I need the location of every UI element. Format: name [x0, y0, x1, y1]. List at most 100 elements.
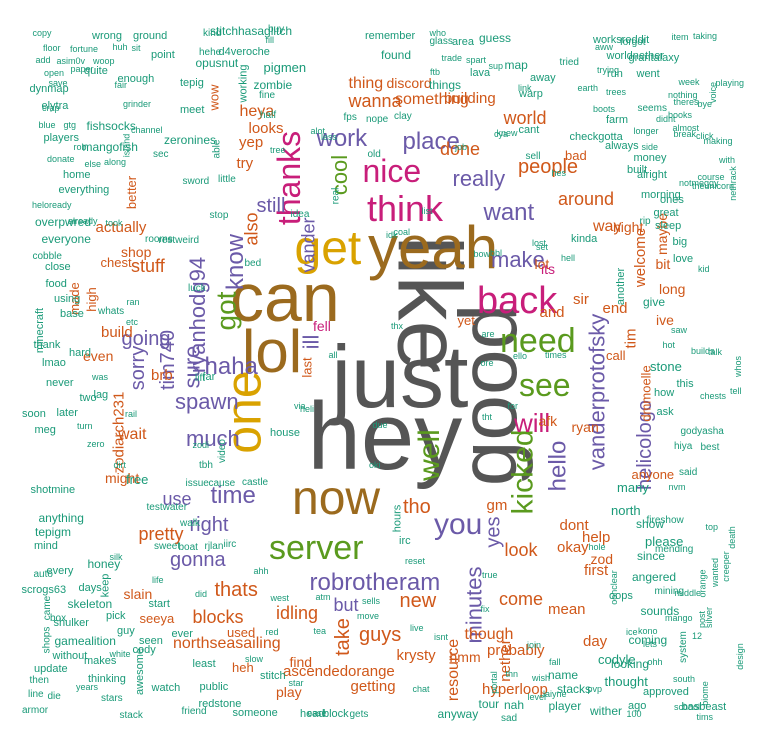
- word-yes: yes: [482, 516, 505, 548]
- word-actually: actually: [95, 218, 147, 236]
- word-way: way: [593, 218, 622, 235]
- word-find: find: [289, 654, 313, 670]
- word-take: take: [331, 618, 354, 656]
- word-line: line: [28, 689, 44, 700]
- word-kinda: kinda: [571, 232, 598, 245]
- word-last: last: [299, 356, 315, 378]
- word-school: school: [674, 701, 701, 712]
- word-how: how: [654, 386, 675, 399]
- word-approved: approved: [643, 685, 689, 698]
- word-heli: heli: [300, 403, 315, 414]
- word-big: big: [672, 235, 688, 248]
- word-isnt: isnt: [434, 631, 449, 642]
- word-boat: boat: [178, 542, 198, 553]
- word-ones: ones: [660, 193, 684, 206]
- word-theres: theres: [673, 96, 699, 107]
- word-then: then: [29, 675, 49, 686]
- word-cody: cody: [132, 643, 156, 656]
- word-forgot: forgot: [620, 37, 646, 48]
- word-save: save: [48, 77, 68, 88]
- word-sweet: sweet: [154, 541, 181, 552]
- word-brb: brb: [151, 366, 173, 384]
- word-shotmine: shotmine: [30, 483, 76, 496]
- word-floor: floor: [43, 42, 61, 53]
- word-tepig: tepig: [180, 76, 204, 89]
- word-northseasailing: northseasailing: [173, 635, 281, 652]
- word-well: well: [412, 429, 446, 481]
- word-hole: hole: [588, 541, 606, 552]
- word-gamealition: gamealition: [54, 634, 116, 648]
- word-looks: looks: [248, 119, 284, 137]
- word-talk: talk: [708, 346, 723, 357]
- word-long: long: [659, 281, 686, 297]
- word-thinking: thinking: [88, 672, 126, 685]
- word-tea: tea: [313, 625, 327, 636]
- word-old: old: [367, 149, 381, 160]
- word-wait: wait: [118, 426, 147, 443]
- word-public: public: [199, 680, 229, 693]
- word-anyway: anyway: [437, 707, 479, 721]
- word-cobble: cobble: [32, 251, 62, 262]
- word-dirt: dirt: [113, 459, 127, 470]
- word-alright: alright: [637, 168, 667, 181]
- word-get: get: [294, 222, 362, 275]
- word-side: side: [641, 141, 659, 152]
- word-overpwred: overpwred: [35, 215, 92, 229]
- word-else: else: [84, 158, 102, 169]
- word-for: for: [507, 400, 519, 411]
- word-sad: sad: [501, 713, 518, 724]
- word-trying: trying: [597, 64, 620, 75]
- word-slain: slain: [123, 586, 153, 602]
- word-red: red: [265, 626, 279, 637]
- word-ground: ground: [133, 29, 168, 42]
- word-fair: fair: [114, 79, 128, 90]
- word-cant: cant: [518, 123, 540, 136]
- word-but: but: [333, 595, 359, 615]
- word-asim0v: asim0v: [56, 55, 86, 66]
- word-sleep: sleep: [655, 219, 682, 232]
- word-hell: hell: [561, 252, 576, 263]
- word-later: later: [56, 406, 78, 419]
- word-angered: angered: [632, 570, 677, 584]
- word-thn: thn: [505, 668, 519, 679]
- word-rjlan: rjlan: [204, 541, 224, 552]
- word-home: home: [63, 168, 91, 181]
- word-luck: luck: [188, 283, 206, 294]
- word-dynmap: dynmap: [29, 82, 69, 95]
- word-buy: buy: [268, 24, 285, 35]
- word-glass: glass: [429, 36, 453, 47]
- word-island: island: [121, 133, 132, 157]
- word-idk: idk: [386, 229, 398, 240]
- word-tims: tims: [696, 711, 714, 722]
- word-warp: warp: [519, 87, 543, 100]
- word-name: name: [548, 668, 579, 682]
- word-someone: someone: [232, 706, 278, 719]
- word-clay: clay: [394, 111, 412, 122]
- word-mangofish: mangofish: [82, 140, 138, 154]
- word-sec: sec: [153, 149, 169, 160]
- word-builds: builds: [691, 345, 715, 356]
- word-fortune: fortune: [70, 43, 99, 54]
- word-makes: makes: [84, 654, 117, 667]
- word-thats: thats: [214, 579, 258, 601]
- word-tried: tried: [559, 57, 579, 68]
- word-alot: alot: [310, 125, 326, 136]
- word-bye: bye: [697, 98, 713, 109]
- word-spart: spart: [466, 54, 487, 65]
- word-testwater: testwater: [146, 502, 188, 513]
- word-bad: bad: [565, 147, 587, 163]
- word-issue: issue: [185, 478, 209, 489]
- word-mending: mending: [655, 544, 694, 555]
- word-rail: rail: [125, 408, 138, 419]
- word-its: its: [541, 261, 555, 277]
- word-opusnut: opusnut: [195, 56, 239, 70]
- word-walk: walk: [180, 518, 201, 529]
- word-something: something: [395, 91, 469, 108]
- word-kicked: kicked: [506, 429, 540, 515]
- word-open: open: [44, 67, 65, 78]
- word-work: work: [316, 125, 368, 152]
- word-can: can: [230, 260, 340, 336]
- word-hehe: hehe: [199, 47, 222, 58]
- word-gtg: gtg: [63, 119, 77, 130]
- word-lava: lava: [470, 66, 491, 79]
